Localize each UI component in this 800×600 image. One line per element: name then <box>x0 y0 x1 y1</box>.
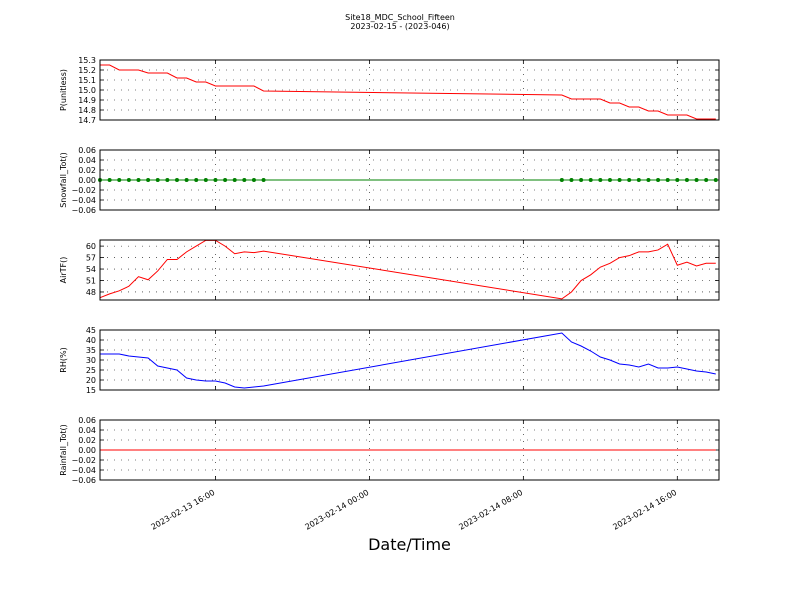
data-point <box>174 178 179 182</box>
plot-frame <box>99 329 720 391</box>
data-point <box>665 178 670 182</box>
y-tick-label: 15.3 <box>78 56 96 65</box>
data-point <box>126 178 131 182</box>
y-tick-label: 30 <box>86 356 96 365</box>
plot-frame <box>99 239 720 301</box>
y-axis-label: RH(%) <box>59 347 68 372</box>
y-tick-label: 54 <box>86 265 96 274</box>
data-point <box>146 178 151 182</box>
data-point <box>617 178 622 182</box>
y-tick-label: 15 <box>86 386 96 395</box>
y-tick-label: 25 <box>86 366 96 375</box>
y-tick-label: 14.9 <box>78 96 96 105</box>
data-point <box>636 178 641 182</box>
y-tick-label: 0.04 <box>78 156 96 165</box>
chart-title: Site18_MDC_School_Fifteen <box>345 13 455 22</box>
data-point <box>136 178 141 182</box>
y-tick-label: 0.02 <box>78 166 96 175</box>
data-point <box>184 178 189 182</box>
data-point <box>155 178 160 182</box>
data-point <box>646 178 651 182</box>
y-axis-label: Snowfall_Tot() <box>59 152 68 208</box>
data-point <box>559 178 564 182</box>
data-point <box>194 178 199 182</box>
y-tick-label: 20 <box>86 376 96 385</box>
y-tick-label: 15.0 <box>78 86 96 95</box>
y-tick-label: 48 <box>86 288 96 297</box>
y-tick-label: 0.06 <box>78 146 96 155</box>
y-tick-label: 0.06 <box>78 416 96 425</box>
y-tick-label: 57 <box>86 254 96 263</box>
data-point <box>579 178 584 182</box>
data-point <box>684 178 689 182</box>
data-point <box>261 178 266 182</box>
y-tick-label: −0.04 <box>71 196 96 205</box>
data-point <box>588 178 593 182</box>
y-tick-label: −0.04 <box>71 466 96 475</box>
y-tick-label: 40 <box>86 336 96 345</box>
data-point <box>223 178 228 182</box>
y-tick-label: −0.06 <box>71 476 96 485</box>
y-tick-label: 0.00 <box>78 176 96 185</box>
y-axis-label: AirTF() <box>59 257 68 284</box>
y-tick-label: −0.02 <box>71 186 96 195</box>
y-tick-label: 14.8 <box>78 106 96 115</box>
y-tick-label: 45 <box>86 326 96 335</box>
data-point <box>627 178 632 182</box>
data-point <box>251 178 256 182</box>
data-point <box>598 178 603 182</box>
y-tick-label: 51 <box>86 277 96 286</box>
y-tick-label: −0.06 <box>71 206 96 215</box>
data-point <box>675 178 680 182</box>
chart-subtitle: 2023-02-15 - (2023-046) <box>350 22 449 31</box>
y-tick-label: 14.7 <box>78 116 96 125</box>
data-point <box>704 178 709 182</box>
y-tick-label: 0.00 <box>78 446 96 455</box>
plot-frame <box>99 149 720 211</box>
data-point <box>117 178 122 182</box>
y-tick-label: 0.02 <box>78 436 96 445</box>
data-line <box>100 64 716 120</box>
data-point <box>213 178 218 182</box>
data-point <box>107 178 112 182</box>
data-point <box>165 178 170 182</box>
y-axis-label: P(unitless) <box>59 69 68 111</box>
data-point <box>713 178 718 182</box>
data-point <box>242 178 247 182</box>
data-point <box>607 178 612 182</box>
y-tick-label: 60 <box>86 242 96 251</box>
y-tick-label: −0.02 <box>71 456 96 465</box>
y-tick-label: 15.1 <box>78 76 96 85</box>
y-tick-label: 0.04 <box>78 426 96 435</box>
data-point <box>569 178 574 182</box>
y-tick-label: 35 <box>86 346 96 355</box>
plot-frame <box>99 59 720 121</box>
data-point <box>656 178 661 182</box>
y-axis-label: Rainfall_Tot() <box>59 424 68 476</box>
data-point <box>694 178 699 182</box>
data-line <box>100 332 716 389</box>
data-point <box>203 178 208 182</box>
x-axis-label: Date/Time <box>368 535 451 554</box>
plot-frame <box>99 419 720 481</box>
data-point <box>232 178 237 182</box>
data-line <box>99 239 716 300</box>
y-tick-label: 15.2 <box>78 66 96 75</box>
